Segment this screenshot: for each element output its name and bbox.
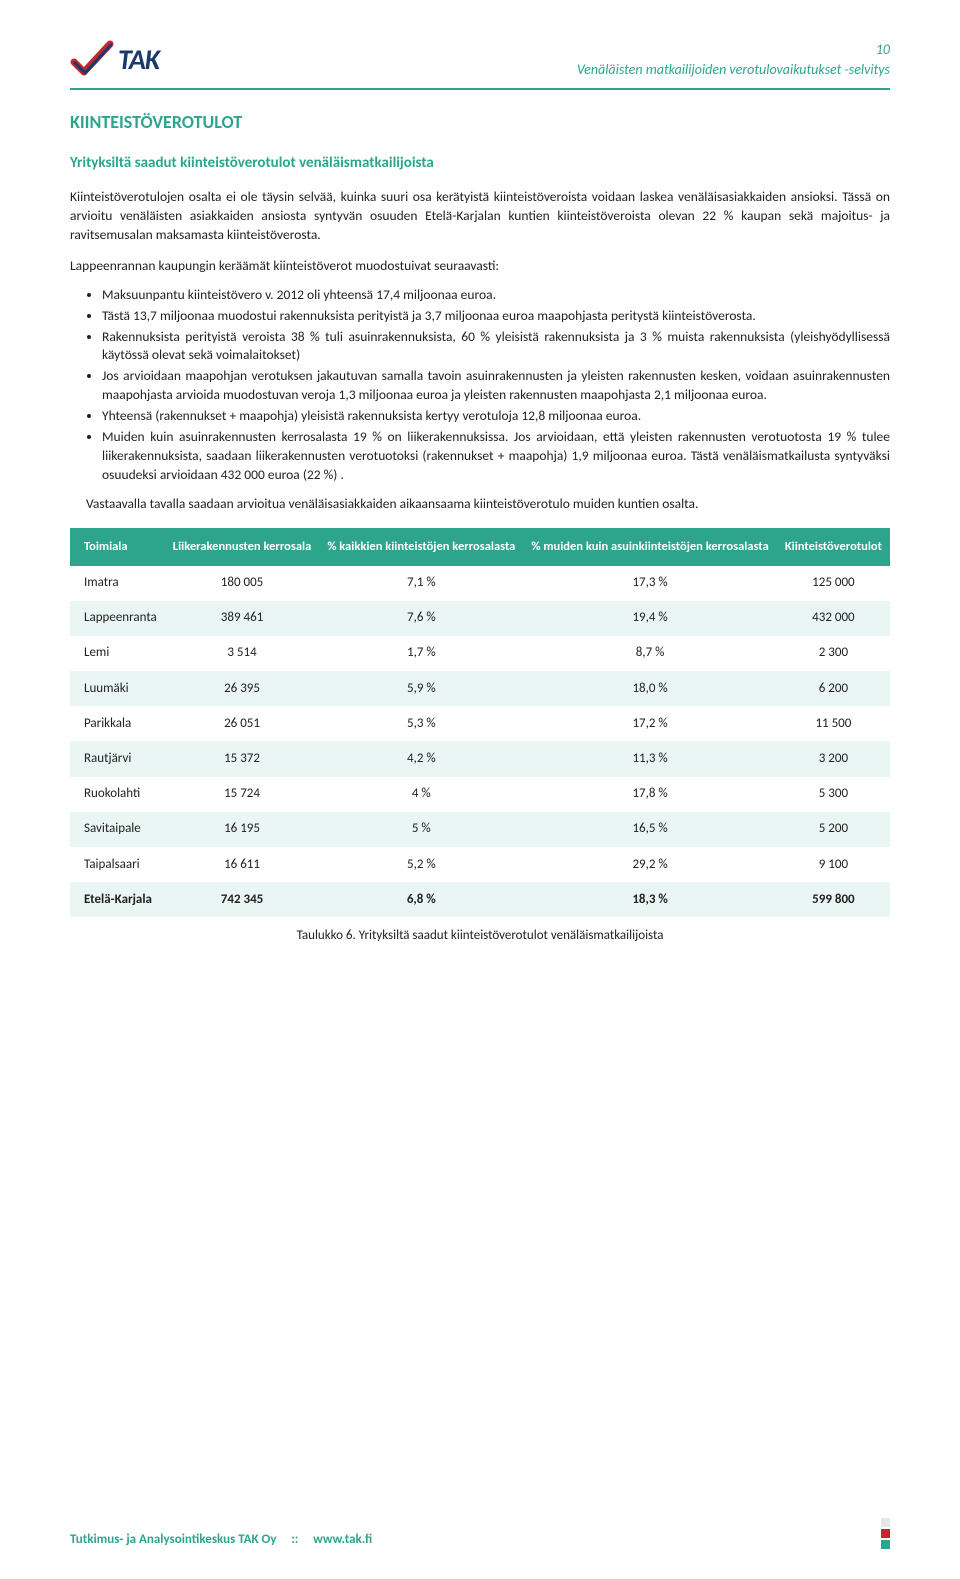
cell: 5,9 % xyxy=(319,671,523,706)
bullet-list: Maksuunpantu kiinteistövero v. 2012 oli … xyxy=(70,286,890,485)
cell: 1,7 % xyxy=(319,636,523,671)
cell: 17,8 % xyxy=(523,777,776,812)
cell: 8,7 % xyxy=(523,636,776,671)
table-row: Taipalsaari 16 611 5,2 % 29,2 % 9 100 xyxy=(70,847,890,882)
cell: 389 461 xyxy=(165,601,320,636)
logo: TAK xyxy=(70,40,159,80)
section-heading: KIINTEISTÖVEROTULOT xyxy=(70,110,890,135)
cell: 11,3 % xyxy=(523,741,776,776)
cell: 599 800 xyxy=(777,882,890,917)
square-icon xyxy=(881,1518,890,1527)
cell: 16,5 % xyxy=(523,812,776,847)
cell: Etelä-Karjala xyxy=(70,882,165,917)
cell: Luumäki xyxy=(70,671,165,706)
footer-company: Tutkimus- ja Analysointikeskus TAK Oy xyxy=(70,1532,276,1547)
table-caption: Taulukko 6. Yrityksiltä saadut kiinteist… xyxy=(70,927,890,945)
header-right: 10 Venäläisten matkailijoiden verotulova… xyxy=(577,40,890,79)
cell: 5 200 xyxy=(777,812,890,847)
list-item: Jos arvioidaan maapohjan verotuksen jaka… xyxy=(102,367,890,405)
cell: Lemi xyxy=(70,636,165,671)
cell: 26 395 xyxy=(165,671,320,706)
cell: Imatra xyxy=(70,566,165,601)
cell: 9 100 xyxy=(777,847,890,882)
table-row: Lemi 3 514 1,7 % 8,7 % 2 300 xyxy=(70,636,890,671)
intro-paragraph: Kiinteistöverotulojen osalta ei ole täys… xyxy=(70,188,890,245)
table-row: Lappeenranta 389 461 7,6 % 19,4 % 432 00… xyxy=(70,601,890,636)
cell: 7,1 % xyxy=(319,566,523,601)
cell: Parikkala xyxy=(70,706,165,741)
cell: 11 500 xyxy=(777,706,890,741)
cell: 4 % xyxy=(319,777,523,812)
cell: 5 300 xyxy=(777,777,890,812)
cell: 15 372 xyxy=(165,741,320,776)
table-header: Toimiala Liikerakennusten kerrosala % ka… xyxy=(70,528,890,566)
table-row: Rautjärvi 15 372 4,2 % 11,3 % 3 200 xyxy=(70,741,890,776)
square-icon xyxy=(881,1540,890,1549)
footer-url: www.tak.fi xyxy=(313,1532,372,1547)
cell: 742 345 xyxy=(165,882,320,917)
cell: 125 000 xyxy=(777,566,890,601)
table-body: Imatra 180 005 7,1 % 17,3 % 125 000 Lapp… xyxy=(70,566,890,917)
cell: 3 200 xyxy=(777,741,890,776)
col-header: % muiden kuin asuinkiinteistöjen kerrosa… xyxy=(523,528,776,566)
cell: 17,3 % xyxy=(523,566,776,601)
cell: 29,2 % xyxy=(523,847,776,882)
page-header: TAK 10 Venäläisten matkailijoiden verotu… xyxy=(70,40,890,90)
page-footer: Tutkimus- ja Analysointikeskus TAK Oy ::… xyxy=(70,1518,890,1549)
col-header: % kaikkien kiinteistöjen kerrosalasta xyxy=(319,528,523,566)
cell: Ruokolahti xyxy=(70,777,165,812)
cell: 432 000 xyxy=(777,601,890,636)
col-header: Liikerakennusten kerrosala xyxy=(165,528,320,566)
list-item: Maksuunpantu kiinteistövero v. 2012 oli … xyxy=(102,286,890,305)
logo-text: TAK xyxy=(118,40,159,79)
cell: 6 200 xyxy=(777,671,890,706)
cell: 7,6 % xyxy=(319,601,523,636)
list-item: Tästä 13,7 miljoonaa muodostui rakennuks… xyxy=(102,307,890,326)
cell: 16 611 xyxy=(165,847,320,882)
data-table: Toimiala Liikerakennusten kerrosala % ka… xyxy=(70,528,890,917)
cell: Rautjärvi xyxy=(70,741,165,776)
cell: 18,0 % xyxy=(523,671,776,706)
cell: Savitaipale xyxy=(70,812,165,847)
cell: 2 300 xyxy=(777,636,890,671)
cell: 19,4 % xyxy=(523,601,776,636)
cell: 6,8 % xyxy=(319,882,523,917)
cell: 5,3 % xyxy=(319,706,523,741)
footer-text: Tutkimus- ja Analysointikeskus TAK Oy ::… xyxy=(70,1531,372,1549)
footer-squares-icon xyxy=(881,1518,890,1549)
cell: 4,2 % xyxy=(319,741,523,776)
table-row: Parikkala 26 051 5,3 % 17,2 % 11 500 xyxy=(70,706,890,741)
list-intro: Lappeenrannan kaupungin keräämät kiintei… xyxy=(70,257,890,276)
cell: 26 051 xyxy=(165,706,320,741)
logo-mark-icon xyxy=(70,40,118,80)
list-item: Muiden kuin asuinrakennusten kerrosalast… xyxy=(102,428,890,485)
cell: 5,2 % xyxy=(319,847,523,882)
cell: Taipalsaari xyxy=(70,847,165,882)
page-number: 10 xyxy=(577,40,890,60)
cell: Lappeenranta xyxy=(70,601,165,636)
cell: 3 514 xyxy=(165,636,320,671)
cell: 16 195 xyxy=(165,812,320,847)
cell: 18,3 % xyxy=(523,882,776,917)
cell: 5 % xyxy=(319,812,523,847)
square-icon xyxy=(881,1529,890,1538)
header-subtitle: Venäläisten matkailijoiden verotulovaiku… xyxy=(577,60,890,80)
list-item: Yhteensä (rakennukset + maapohja) yleisi… xyxy=(102,407,890,426)
cell: 17,2 % xyxy=(523,706,776,741)
table-row: Luumäki 26 395 5,9 % 18,0 % 6 200 xyxy=(70,671,890,706)
col-header: Kiinteistöverotulot xyxy=(777,528,890,566)
table-row: Ruokolahti 15 724 4 % 17,8 % 5 300 xyxy=(70,777,890,812)
cell: 15 724 xyxy=(165,777,320,812)
subsection-heading: Yrityksiltä saadut kiinteistöverotulot v… xyxy=(70,153,890,174)
table-row-total: Etelä-Karjala 742 345 6,8 % 18,3 % 599 8… xyxy=(70,882,890,917)
footer-separator: :: xyxy=(291,1532,298,1547)
after-list-paragraph: Vastaavalla tavalla saadaan arvioitua ve… xyxy=(86,495,890,514)
col-header: Toimiala xyxy=(70,528,165,566)
table-row: Imatra 180 005 7,1 % 17,3 % 125 000 xyxy=(70,566,890,601)
document-page: TAK 10 Venäläisten matkailijoiden verotu… xyxy=(0,0,960,1579)
list-item: Rakennuksista perityistä veroista 38 % t… xyxy=(102,328,890,366)
cell: 180 005 xyxy=(165,566,320,601)
table-row: Savitaipale 16 195 5 % 16,5 % 5 200 xyxy=(70,812,890,847)
